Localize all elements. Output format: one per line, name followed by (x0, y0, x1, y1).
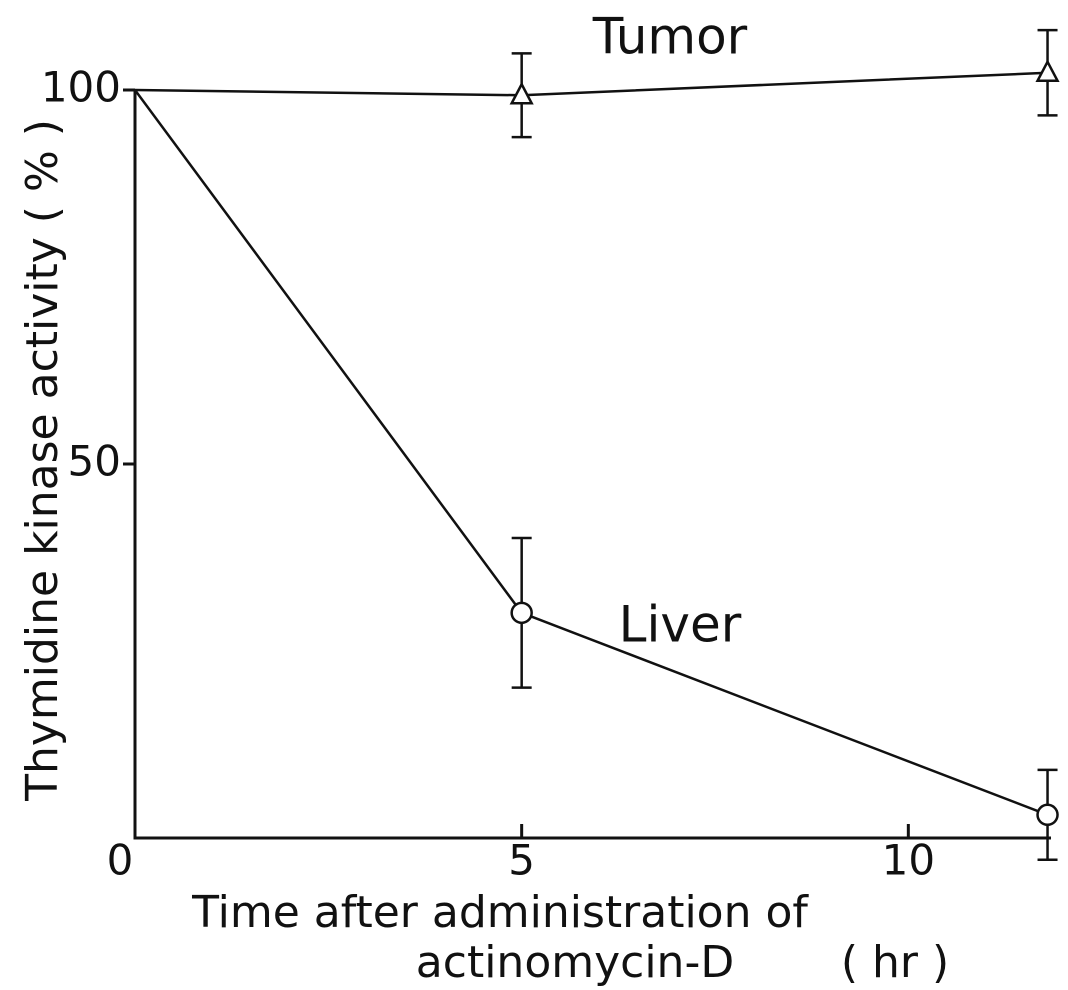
y-tick-label: 50 (68, 437, 121, 486)
marker (510, 601, 533, 625)
x-tick-label: 10 (882, 836, 935, 885)
series-line (133, 89, 1048, 816)
axes (133, 90, 1051, 840)
x-axis-label: actinomycin-D (416, 937, 734, 988)
y-tick-label: 100 (41, 63, 121, 112)
y-axis-label: Thymidine kinase activity ( % ) (17, 119, 68, 802)
x-axis-unit: ( hr ) (841, 937, 949, 988)
marker (1035, 59, 1060, 83)
series-line (134, 71, 1048, 97)
x-axis-label: Time after administration of (191, 887, 809, 938)
series-label: Liver (619, 596, 742, 654)
x-tick-label: 0 (107, 836, 134, 885)
marker (509, 81, 534, 105)
marker (1036, 803, 1059, 827)
series-label: Tumor (592, 8, 748, 66)
x-tick-label: 5 (508, 836, 535, 885)
